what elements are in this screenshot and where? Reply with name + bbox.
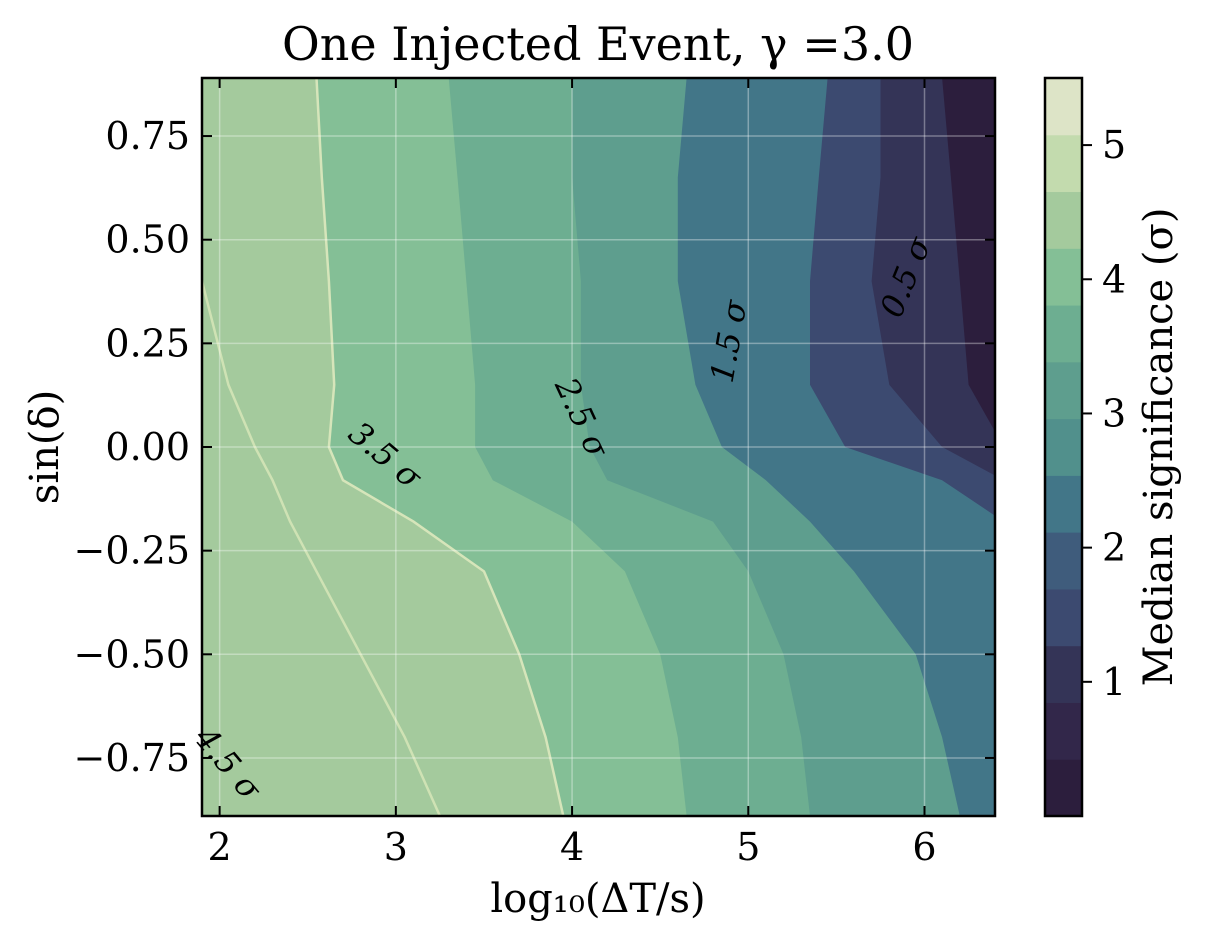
y-axis-ticks: 0.75 0.50 0.25 0.00 −0.25 −0.50 −0.75 <box>74 114 995 780</box>
colorbar <box>1045 78 1082 816</box>
colorbar-segment <box>1045 702 1082 760</box>
colorbar-segment <box>1045 248 1082 306</box>
y-axis-label: sin(δ) <box>22 390 68 504</box>
y-tick-label: −0.75 <box>74 736 190 780</box>
colorbar-frame <box>1043 76 1084 818</box>
contour-lines <box>202 78 565 816</box>
x-axis-label: log₁₀(ΔT/s) <box>490 876 705 922</box>
x-tick-label: 4 <box>560 825 584 869</box>
chart-title: One Injected Event, γ =3.0 <box>282 17 914 71</box>
colorbar-tick-label: 3 <box>1102 391 1126 435</box>
y-tick-label: −0.25 <box>74 529 190 573</box>
colorbar-segment <box>1045 78 1082 136</box>
x-tick-label: 5 <box>736 825 760 869</box>
colorbar-segment <box>1045 134 1082 193</box>
colorbar-segment <box>1045 305 1082 363</box>
x-tick-label: 6 <box>912 825 936 869</box>
contour-line <box>202 280 442 816</box>
y-tick-label: 0.75 <box>105 114 190 158</box>
contour-line <box>315 78 565 816</box>
colorbar-segment <box>1045 475 1082 533</box>
y-tick-label: −0.50 <box>74 632 190 676</box>
colorbar-segment <box>1045 418 1082 476</box>
colorbar-label: Median significance (σ) <box>1136 208 1182 687</box>
colorbar-segment <box>1045 532 1082 590</box>
colorbar-segment <box>1045 759 1082 816</box>
colorbar-tick-label: 5 <box>1102 123 1126 167</box>
y-tick-label: 0.00 <box>105 425 190 469</box>
colorbar-tick-label: 4 <box>1102 257 1126 301</box>
contour-bands <box>202 78 995 816</box>
colorbar-segment <box>1045 191 1082 249</box>
contour-band <box>942 78 995 432</box>
y-tick-label: 0.50 <box>105 218 190 262</box>
x-axis-ticks: 2 3 4 5 6 <box>208 78 937 869</box>
x-tick-label: 3 <box>384 825 408 869</box>
colorbar-segment <box>1045 645 1082 703</box>
colorbar-ticks: 1 2 3 4 5 <box>1082 123 1126 704</box>
grid-lines <box>202 78 995 816</box>
colorbar-segment <box>1045 361 1082 420</box>
colorbar-tick-label: 2 <box>1102 526 1126 570</box>
colorbar-tick-label: 1 <box>1102 660 1126 704</box>
x-tick-label: 2 <box>208 825 232 869</box>
y-tick-label: 0.25 <box>105 321 190 365</box>
colorbar-segment <box>1045 588 1082 647</box>
